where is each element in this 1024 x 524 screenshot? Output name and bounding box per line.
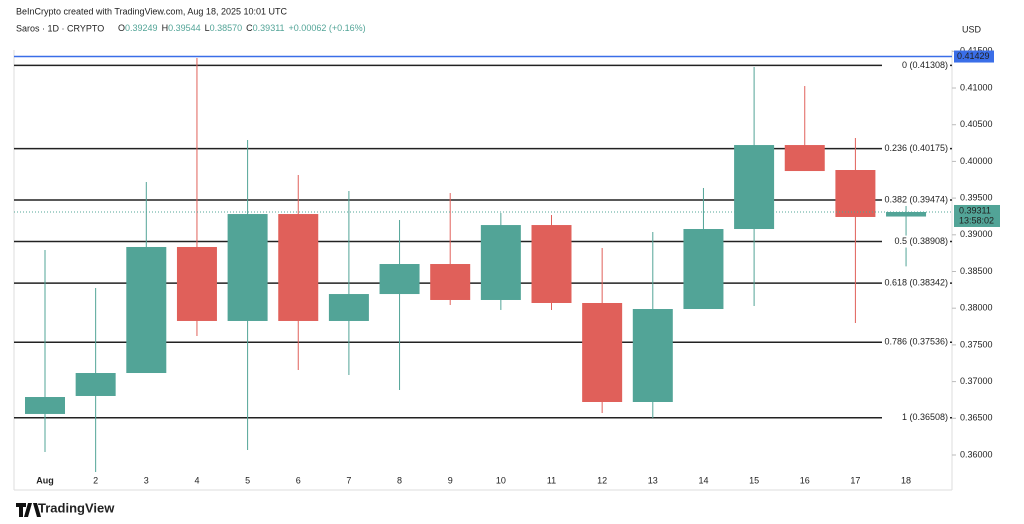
y-tick-label: 0.37000 [960,376,993,386]
x-tick-label: 15 [749,475,759,485]
fib-label-bg [882,411,950,424]
candle-body [835,170,876,217]
fib-label-bg [882,277,950,290]
candle-body [582,302,623,402]
candle-body [632,309,673,402]
fib-label-bg [882,235,950,248]
y-tick-label: 0.37500 [960,339,993,349]
brand: TradingView [38,500,115,515]
fib-label-bg [882,59,950,72]
symbol: Saros · 1D · CRYPTO [16,23,104,33]
candle-body [75,373,116,396]
fib-label: 0.5 (0.38908) [894,236,948,246]
ohlc-key: L [205,23,210,33]
y-tick-label: 0.36500 [960,413,993,423]
ohlc-value: 0.39249 [125,23,158,33]
candle-body [430,264,471,300]
candle-body [886,211,927,217]
candle-body [176,246,217,321]
y-tick-label: 0.40000 [960,156,993,166]
y-tick-label: 0.39000 [960,229,993,239]
x-tick-label: 17 [850,475,860,485]
y-tick-label: 0.38500 [960,266,993,276]
y-tick-label: 0.40500 [960,119,993,129]
ohlc-value: 0.38570 [210,23,243,33]
currency: USD [962,24,982,34]
ohlc-value: 0.39544 [168,23,201,33]
x-tick-label: 5 [245,475,250,485]
candle-body [784,145,825,172]
ohlc-value: 0.39311 [253,23,285,33]
y-tick-label: 0.41000 [960,82,993,92]
candle-body [227,214,268,321]
candle-body [328,294,369,321]
candle-body [278,214,319,321]
x-tick-label: 18 [901,475,911,485]
last-price-label: 0.39311 [959,205,991,215]
fib-label: 0.786 (0.37536) [884,337,948,347]
fib-label: 0.382 (0.39474) [884,194,948,204]
x-tick-label: 12 [597,475,607,485]
x-tick-label: 16 [800,475,810,485]
y-tick-label: 0.38000 [960,303,993,313]
candle-body [734,145,775,230]
x-tick-label: 8 [397,475,402,485]
y-tick-label: 0.36000 [960,449,993,459]
fib-label: 0.618 (0.38342) [884,277,948,287]
ohlc-key: C [246,23,253,33]
ohlc: O0.39249 H0.39544 L0.38570 C0.39311 +0.00062… [118,23,366,33]
last-price-tag [954,204,1000,227]
high-line-tag [954,50,994,63]
ohlc-key: H [162,23,169,33]
candle-body [480,225,521,300]
x-tick-label: 13 [648,475,658,485]
high-line-label: 0.41429 [957,51,990,61]
x-tick-label: Aug [36,475,54,485]
x-tick-label: 2 [93,475,98,485]
x-tick-label: 11 [547,475,556,485]
fib-label-bg [882,336,950,349]
candle-body [379,264,420,295]
countdown: 13:58:02 [959,215,994,225]
x-tick-label: 6 [296,475,301,485]
x-tick-label: 4 [194,475,199,485]
brand-logo [16,503,41,517]
fib-label: 1 (0.36508) [902,412,948,422]
change: +0.00062 (+0.16%) [289,23,366,33]
fib-label: 0 (0.41308) [902,60,948,70]
fib-label: 0.236 (0.40175) [884,143,948,153]
ohlc-key: O [118,23,125,33]
candle-body [531,225,572,303]
x-tick-label: 10 [496,475,506,485]
fib-label-bg [882,194,950,207]
x-tick-label: 7 [346,475,351,485]
x-tick-label: 3 [144,475,149,485]
x-tick-label: 14 [698,475,708,485]
y-tick-label: 0.39500 [960,192,993,202]
credit: BeInCrypto created with TradingView.com,… [16,6,287,16]
candle-body [683,229,724,310]
candle-body [126,246,167,374]
candle-body [25,397,65,414]
x-tick-label: 9 [448,475,453,485]
fib-label-bg [882,142,950,155]
